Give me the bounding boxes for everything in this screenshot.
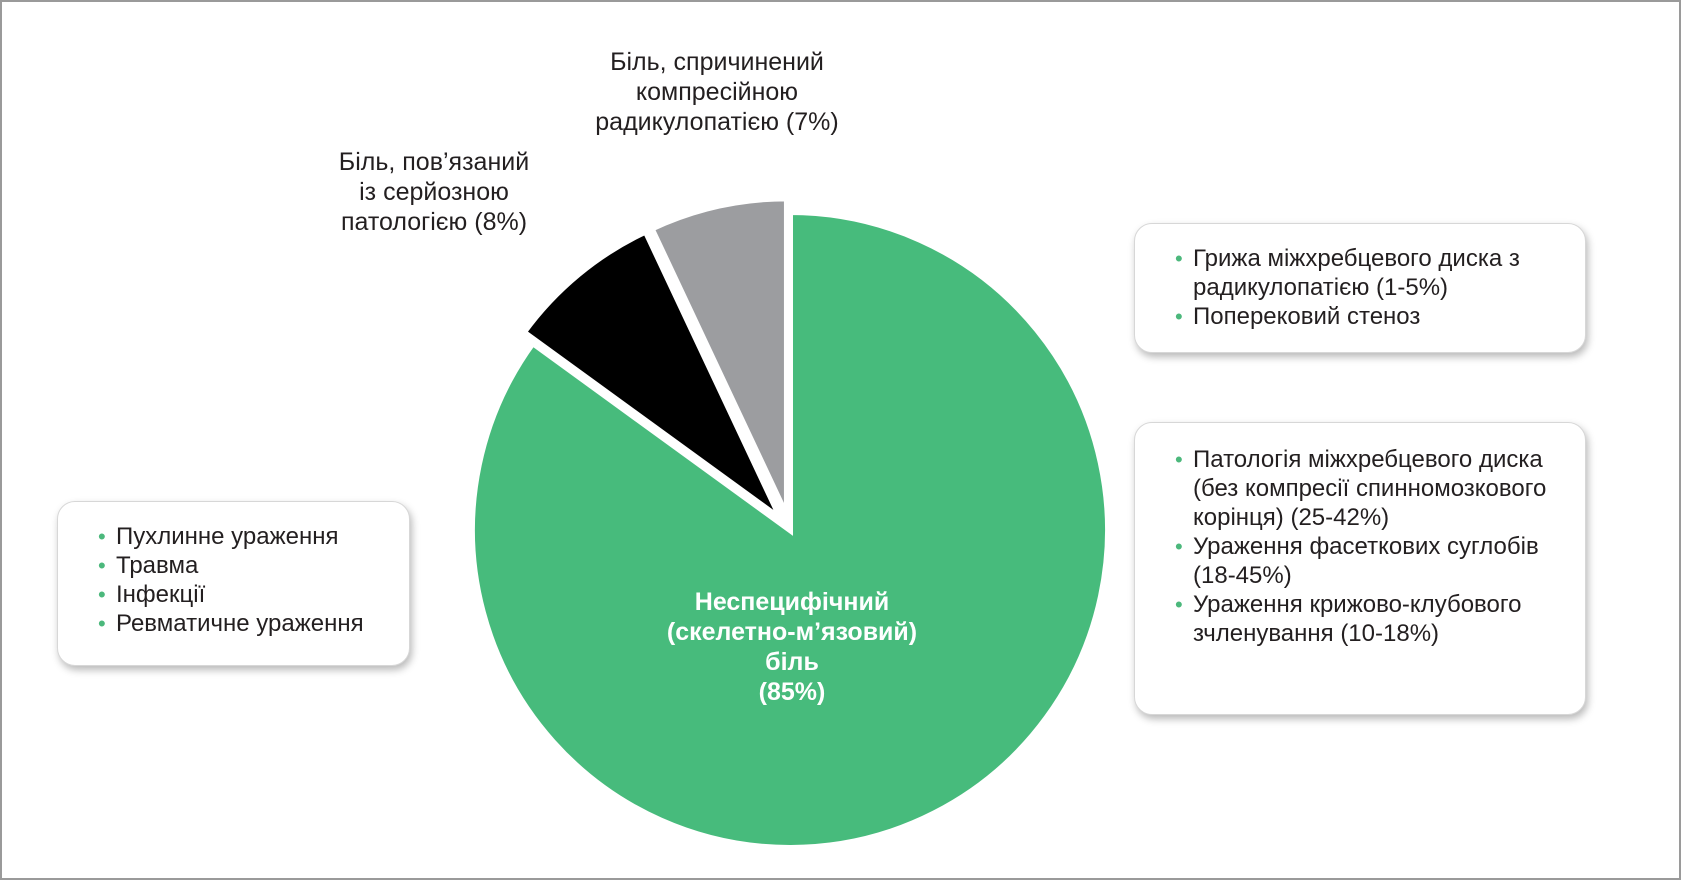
slice-label-line: Біль, спричинений (610, 48, 824, 76)
slice-label-line: компресійною (635, 78, 799, 106)
slice-label-line: радикулопатією (7%) (595, 108, 839, 136)
nonspecific-note-box: • Патологія міжхребцевого диска (без комп… (1134, 422, 1586, 715)
list-item: • Грижа міжхребцевого диска з радикулопат… (1171, 244, 1563, 302)
slice-label-line: біль (765, 648, 819, 676)
list-item-text: Ураження фасеткових суглобів (18-45%) (1193, 533, 1539, 589)
bullet-icon: • (98, 582, 106, 607)
list-item: • Патологія міжхребцевого диска (без комп… (1171, 445, 1563, 532)
list-item-text: Ревматичне ураження (116, 610, 364, 637)
bullet-icon: • (98, 611, 106, 636)
slice-label-radiculopathy: Біль, спричинений компресійною радикулоп… (572, 47, 862, 137)
bullet-icon: • (98, 524, 106, 549)
list-item-text: Травма (116, 552, 199, 579)
list-item-text: Патологія міжхребцевого диска (без компр… (1193, 446, 1547, 531)
slice-label-line: (скелетно-м’язовий) (666, 618, 918, 646)
list-item: • Травма (94, 551, 387, 580)
slice-label-serious-pathology: Біль, пов’язаний із серйозною патологією… (314, 147, 554, 237)
bullet-icon: • (1175, 534, 1183, 559)
bullet-icon: • (98, 553, 106, 578)
pie-slice (647, 195, 790, 518)
slice-label-line: Неспецифічний (694, 588, 890, 616)
bullet-icon: • (1175, 592, 1183, 617)
slice-label-line: із серйозною (359, 178, 509, 206)
list-item-text: Інфекції (116, 581, 206, 608)
list-item-text: Поперековий стеноз (1193, 303, 1421, 330)
pie-slice (519, 227, 784, 522)
list-item-text: Грижа міжхребцевого диска з радикулопаті… (1193, 245, 1520, 301)
bullet-icon: • (1175, 447, 1183, 472)
slice-label-line: Біль, пов’язаний (338, 148, 530, 176)
list-item: • Ураження фасеткових суглобів (18-45%) (1171, 532, 1563, 590)
bullet-icon: • (1175, 304, 1183, 329)
list-item: • Поперековий стеноз (1171, 302, 1563, 331)
slice-label-nonspecific: Неспецифічний (скелетно-м’язовий) біль (… (602, 587, 982, 707)
list-item-text: Пухлинне ураження (116, 523, 339, 550)
list-item: • Ревматичне ураження (94, 609, 387, 638)
bullet-icon: • (1175, 246, 1183, 271)
list-item-text: Ураження крижово-клубового зчленування (… (1193, 591, 1522, 647)
list-item: • Пухлинне ураження (94, 522, 387, 551)
list-item: • Ураження крижово-клубового зчленування … (1171, 590, 1563, 648)
list-item: • Інфекції (94, 580, 387, 609)
slice-label-line: патологією (8%) (340, 208, 528, 236)
pie-slice (469, 208, 1111, 851)
radiculopathy-note-box: • Грижа міжхребцевого диска з радикулопат… (1134, 223, 1586, 353)
serious-pathology-note-box: • Пухлинне ураження • Травма • Інфекції • Ре… (57, 501, 410, 666)
slice-label-line: (85%) (758, 678, 826, 706)
